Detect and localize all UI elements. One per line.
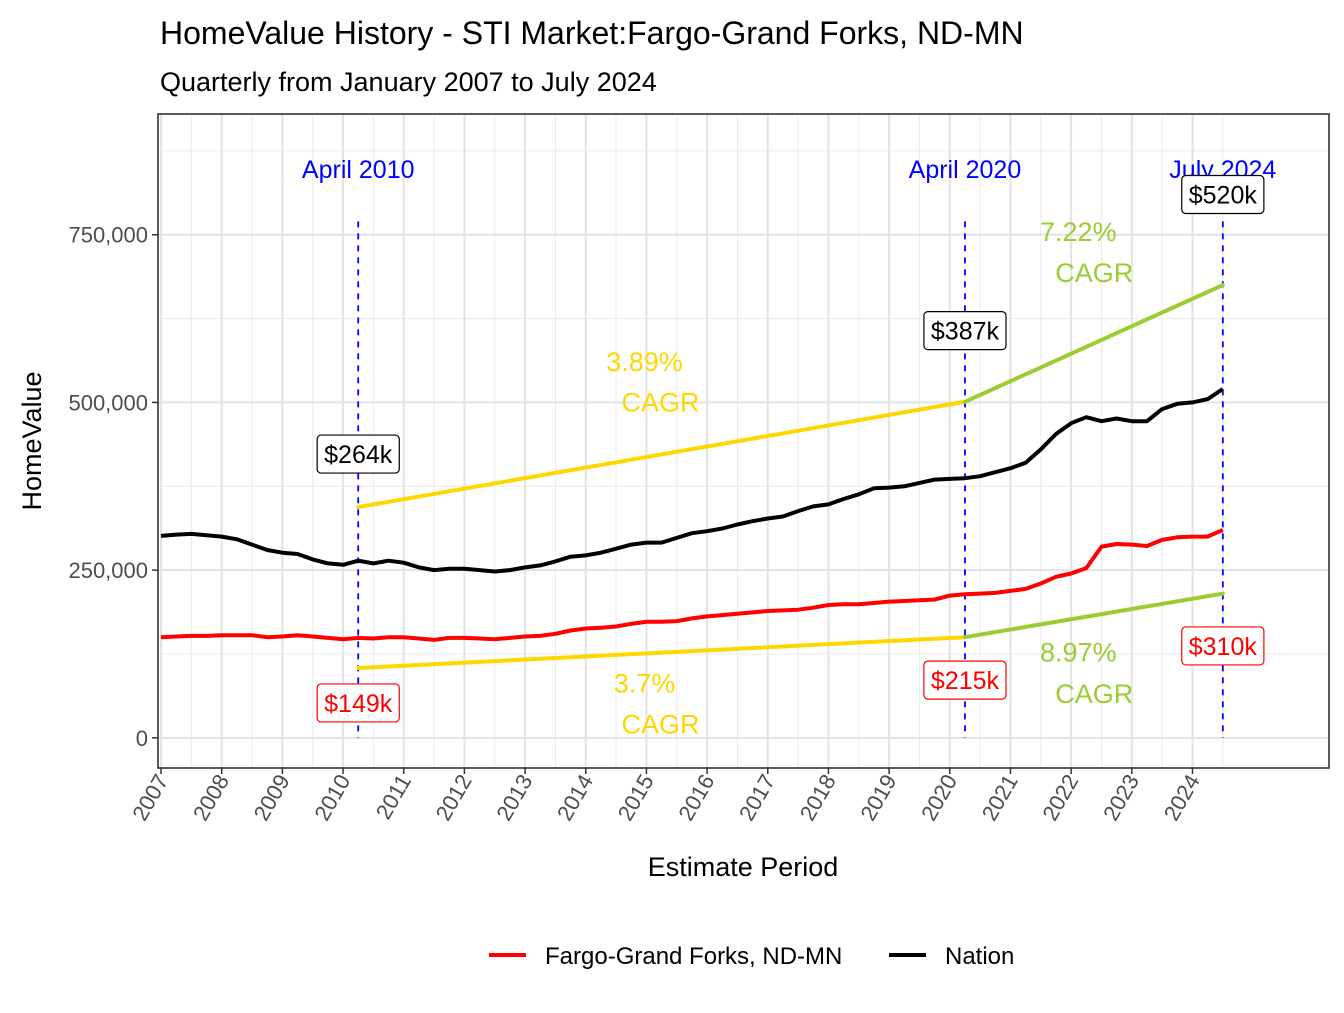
x-tick-label: 2015	[613, 770, 659, 825]
y-tick-label: 500,000	[68, 390, 148, 415]
cagr-lines	[356, 283, 1225, 671]
cagr-market-late-pct: 8.97%	[1040, 638, 1117, 668]
cagr-market-early-word: CAGR	[621, 709, 699, 739]
legend-label-nation: Nation	[945, 943, 1014, 970]
value-label-310k: $310k	[1181, 626, 1265, 666]
x-tick-label: 2010	[309, 770, 355, 825]
y-tick-label: 250,000	[68, 558, 148, 583]
value-label-text: $520k	[1189, 181, 1258, 209]
x-tick-label: 2008	[188, 770, 234, 825]
value-label-215k: $215k	[923, 660, 1007, 700]
cagr-market-late-word: CAGR	[1055, 679, 1133, 709]
x-tick-label: 2007	[127, 770, 173, 825]
x-tick-label: 2018	[795, 770, 841, 825]
x-axis: 2007 2008 2009 2010 2011 2012 2013 2014 2015 2016…	[127, 768, 1205, 825]
series-lines	[160, 387, 1224, 642]
marker-label-april-2020: April 2020	[909, 156, 1022, 184]
value-label-box	[923, 660, 1007, 700]
value-label-text: $310k	[1189, 633, 1258, 661]
cagr-market-early-pct: 3.7%	[614, 668, 676, 698]
cagr-line-3-7-cagr	[356, 635, 967, 671]
value-label-264k: $264k	[316, 434, 400, 474]
value-label-box	[316, 434, 400, 474]
value-label-box	[923, 311, 1007, 351]
series-line-fargo-grand-forks-nd-mn	[160, 528, 1224, 642]
cagr-national-late-word: CAGR	[1055, 258, 1133, 288]
value-label-text: $149k	[324, 690, 393, 718]
value-label-text: $387k	[931, 318, 1000, 346]
y-axis: 0 250,000 500,000 750,000	[68, 223, 158, 751]
plot-border	[157, 113, 1330, 769]
y-axis-title: HomeValue	[17, 371, 47, 510]
cagr-line-7-22-cagr	[962, 283, 1225, 404]
chart-subtitle: Quarterly from January 2007 to July 2024	[160, 67, 657, 97]
value-labels: $264k $387k $520k $149k $215k $310k	[316, 174, 1265, 723]
chart-title: HomeValue History - STI Market:Fargo-Gra…	[160, 15, 1024, 51]
value-label-text: $215k	[931, 667, 1000, 695]
x-tick-label: 2024	[1159, 770, 1205, 825]
value-label-520k: $520k	[1181, 174, 1265, 215]
x-tick-label: 2011	[371, 770, 416, 823]
value-label-box	[316, 683, 400, 723]
x-tick-label: 2013	[491, 770, 537, 825]
cagr-national-late-pct: 7.22%	[1040, 217, 1117, 247]
x-tick-label: 2020	[916, 770, 962, 825]
x-tick-label: 2023	[1098, 770, 1144, 825]
legend-label-market: Fargo-Grand Forks, ND-MN	[545, 943, 842, 970]
cagr-annotations: 3.89% CAGR 7.22% CAGR 3.7% CAGR 8.97% CAGR	[606, 217, 1133, 739]
x-tick-label: 2014	[552, 770, 598, 825]
value-label-387k: $387k	[923, 311, 1007, 351]
value-label-box	[1181, 174, 1265, 215]
value-label-box	[1181, 626, 1265, 666]
x-tick-label: 2009	[249, 770, 295, 825]
value-label-text: $264k	[324, 441, 393, 469]
x-axis-title: Estimate Period	[648, 852, 839, 882]
x-tick-label: 2021	[977, 770, 1023, 825]
series-line-nation	[160, 387, 1224, 574]
cagr-national-early-word: CAGR	[621, 387, 699, 417]
cagr-line-3-89-cagr	[356, 399, 967, 510]
marker-label-april-2010: April 2010	[302, 156, 415, 184]
value-label-149k: $149k	[316, 683, 400, 723]
x-tick-label: 2016	[673, 770, 719, 825]
y-tick-label: 0	[136, 726, 148, 751]
x-tick-label: 2017	[734, 770, 780, 825]
x-tick-label: 2019	[855, 770, 901, 825]
cagr-national-early-pct: 3.89%	[606, 347, 683, 377]
x-tick-label: 2022	[1037, 770, 1083, 825]
x-tick-label: 2012	[431, 770, 477, 825]
y-tick-label: 750,000	[68, 223, 148, 248]
cagr-line-8-97-cagr	[962, 591, 1225, 640]
legend: Fargo-Grand Forks, ND-MN Nation	[489, 943, 1014, 970]
